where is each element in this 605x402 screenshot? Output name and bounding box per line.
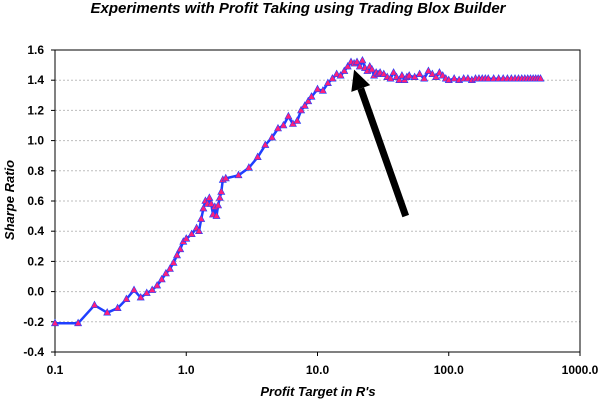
- data-point: [428, 69, 437, 77]
- data-point: [122, 294, 131, 303]
- data-point: [212, 211, 221, 219]
- data-point: [284, 111, 293, 120]
- arrow-head: [351, 69, 371, 92]
- data-point: [169, 258, 178, 266]
- data-point: [368, 64, 377, 73]
- data-point: [172, 250, 182, 259]
- data-point: [129, 285, 139, 293]
- y-tick-label: 1.6: [27, 43, 44, 57]
- data-point: [300, 101, 309, 109]
- data-point: [415, 69, 424, 77]
- data-point: [217, 187, 226, 195]
- data-point: [194, 226, 204, 234]
- data-point: [50, 318, 60, 327]
- x-axis-label: Profit Target in R's: [260, 384, 375, 399]
- data-point: [136, 292, 145, 301]
- data-point: [398, 71, 407, 79]
- data-point: [244, 163, 253, 171]
- data-point: [293, 116, 302, 124]
- plot-frame: [54, 49, 581, 353]
- data-point: [340, 66, 349, 74]
- data-point: [435, 68, 444, 76]
- data-point: [153, 280, 162, 289]
- data-point: [142, 288, 151, 296]
- data-point: [389, 68, 398, 76]
- data-point: [484, 74, 493, 82]
- data-point: [420, 74, 429, 82]
- data-point: [313, 84, 322, 93]
- data-point: [424, 66, 433, 74]
- data-point: [182, 234, 191, 242]
- x-tick-label: 10.0: [306, 363, 330, 377]
- grid: [55, 79, 580, 323]
- data-point: [438, 71, 447, 79]
- data-point: [176, 244, 185, 253]
- data-point: [90, 300, 99, 309]
- annotations: [351, 69, 410, 218]
- data-point: [355, 61, 364, 70]
- data-point: [307, 92, 316, 100]
- data-point: [450, 74, 459, 82]
- data-point: [318, 86, 327, 94]
- data-point: [165, 264, 174, 272]
- y-tick-label: -0.2: [23, 315, 44, 329]
- data-point: [207, 199, 216, 207]
- data-point: [148, 285, 157, 293]
- data-point: [379, 69, 388, 77]
- series: [50, 55, 545, 327]
- data-point: [323, 78, 332, 86]
- series-line: [55, 59, 541, 325]
- y-tick-label: 0.0: [27, 285, 44, 299]
- data-point: [297, 105, 306, 114]
- data-point: [279, 120, 288, 129]
- data-point: [536, 74, 545, 82]
- y-tick-label: 0.4: [27, 224, 44, 238]
- data-point: [489, 74, 498, 82]
- y-tick-label: 0.8: [27, 164, 44, 178]
- chart-title: Experiments with Profit Taking using Tra…: [90, 0, 506, 17]
- data-point: [74, 318, 83, 327]
- data-point: [267, 132, 277, 141]
- x-tick-label: 100.0: [434, 363, 464, 377]
- data-point: [214, 200, 223, 209]
- data-point: [261, 140, 270, 148]
- y-tick-label: 0.6: [27, 194, 44, 208]
- axis-ticks: -0.4 -0.2 0.0 0.2 0.4 0.6 0.8 1.0 1.2 1.4 1.6 0.1 1.…: [23, 43, 598, 377]
- y-tick-label: -0.4: [23, 345, 44, 359]
- x-tick-label: 1000.0: [562, 363, 599, 377]
- data-point: [395, 75, 404, 83]
- arrow-shaft: [357, 87, 410, 218]
- y-tick-label: 1.0: [27, 134, 44, 148]
- data-point: [343, 61, 352, 70]
- data-point: [358, 55, 367, 64]
- data-point: [431, 72, 441, 80]
- data-point: [234, 170, 243, 179]
- data-point: [328, 74, 337, 82]
- data-point: [386, 74, 395, 82]
- data-point: [336, 71, 345, 79]
- y-tick-label: 0.2: [27, 254, 44, 268]
- x-tick-label: 1.0: [178, 363, 195, 377]
- data-point: [103, 308, 112, 316]
- data-point: [187, 229, 196, 237]
- data-point: [205, 193, 214, 201]
- y-tick-label: 1.2: [27, 103, 44, 117]
- data-point: [253, 152, 262, 160]
- data-point: [215, 193, 224, 201]
- data-point: [199, 203, 208, 212]
- data-point: [157, 274, 166, 283]
- data-point: [161, 268, 170, 277]
- data-point: [197, 214, 206, 222]
- y-axis-label: Sharpe Ratio: [2, 160, 17, 240]
- y-tick-label: 1.4: [27, 73, 44, 87]
- x-tick-label: 0.1: [47, 363, 64, 377]
- data-point: [463, 74, 472, 82]
- data-point: [113, 303, 122, 312]
- data-point: [221, 173, 230, 182]
- data-point: [304, 96, 313, 105]
- data-point: [405, 71, 414, 79]
